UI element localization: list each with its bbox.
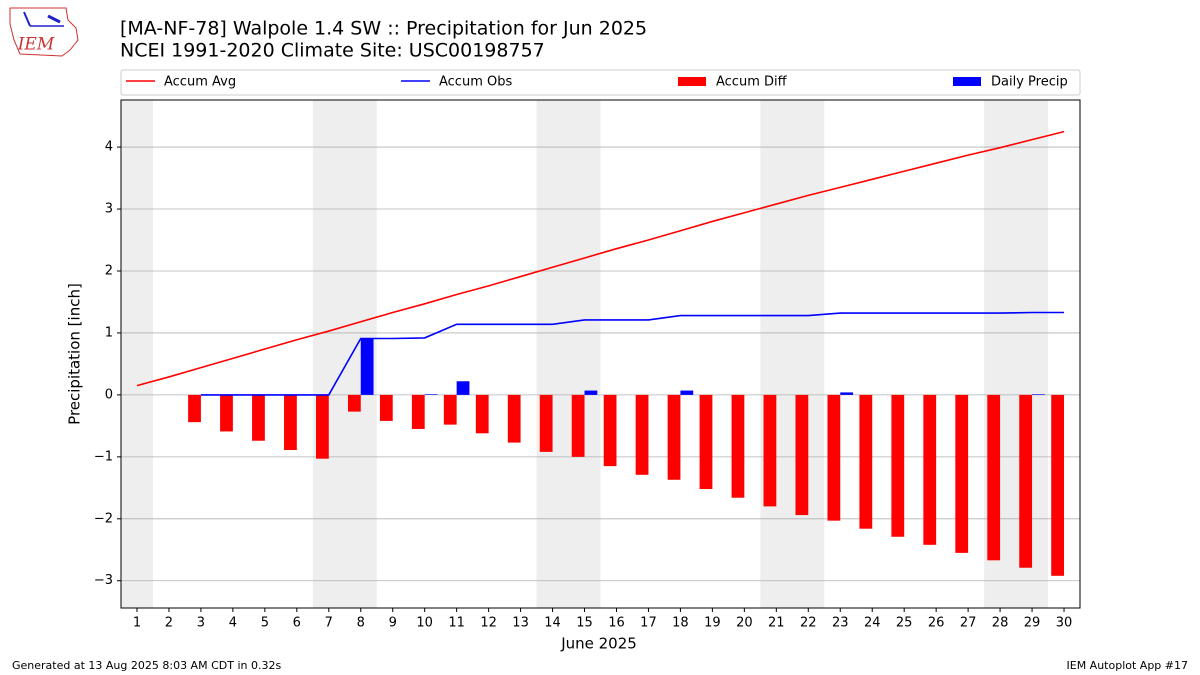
x-tick-label: 26 — [928, 616, 945, 631]
bar — [955, 394, 969, 553]
x-tick-label: 28 — [992, 616, 1009, 631]
weekend-shade — [536, 100, 601, 608]
x-tick-label: 4 — [229, 616, 237, 631]
footer-right: IEM Autoplot App #17 — [1067, 659, 1189, 672]
legend-box — [120, 69, 1081, 96]
x-tick-label: 12 — [480, 616, 497, 631]
y-tick-label: 0 — [105, 387, 113, 402]
bar — [827, 394, 841, 521]
x-tick-label: 23 — [832, 616, 849, 631]
y-tick-label: 1 — [105, 325, 113, 340]
bar — [571, 394, 585, 457]
bar — [188, 394, 201, 423]
legend-label: Daily Precip — [991, 75, 1068, 90]
y-tick-label: −2 — [94, 511, 113, 526]
x-tick-label: 22 — [800, 616, 817, 631]
logo-text: IEM — [17, 35, 55, 55]
x-tick-label: 17 — [640, 616, 657, 631]
x-tick-label: 1 — [133, 616, 141, 631]
x-tick-label: 24 — [864, 616, 881, 631]
x-tick-label: 3 — [197, 616, 205, 631]
bar — [220, 394, 233, 432]
legend-label: Accum Diff — [716, 75, 788, 90]
x-tick-label: 20 — [736, 616, 753, 631]
bar — [539, 394, 553, 452]
bar — [1051, 394, 1065, 576]
chart-subtitle: NCEI 1991-2020 Climate Site: USC00198757 — [120, 40, 545, 62]
plot-frame — [120, 99, 1081, 609]
x-tick-label: 15 — [576, 616, 593, 631]
y-axis-label: Precipitation [inch] — [66, 283, 84, 425]
bar — [731, 394, 745, 498]
line — [200, 311, 1065, 396]
bar — [360, 338, 374, 395]
y-tick-label: 4 — [105, 140, 113, 155]
y-tick-label: −3 — [94, 573, 113, 588]
bar — [699, 394, 713, 490]
bar — [923, 394, 937, 545]
bar — [443, 394, 457, 425]
y-tick-label: 3 — [105, 202, 113, 217]
x-tick-label: 5 — [261, 616, 269, 631]
legend-swatch — [953, 77, 981, 86]
x-tick-label: 8 — [357, 616, 365, 631]
x-tick-label: 11 — [448, 616, 465, 631]
x-tick-label: 19 — [704, 616, 721, 631]
bar — [763, 394, 777, 507]
weekend-shade — [760, 100, 825, 608]
logo: IEM — [9, 7, 79, 57]
x-tick-label: 2 — [165, 616, 173, 631]
legend-label: Accum Obs — [439, 75, 512, 90]
bar — [347, 394, 361, 412]
bar — [1032, 394, 1045, 395]
x-tick-label: 27 — [960, 616, 977, 631]
x-tick-label: 25 — [896, 616, 913, 631]
x-tick-label: 13 — [512, 616, 529, 631]
bar — [315, 394, 329, 459]
bar — [680, 390, 694, 395]
line — [136, 130, 1065, 387]
bar — [987, 394, 1001, 561]
x-tick-label: 9 — [389, 616, 397, 631]
bar — [411, 394, 425, 429]
x-tick-label: 7 — [325, 616, 333, 631]
bar — [840, 392, 854, 395]
bar — [584, 390, 598, 395]
bar — [252, 394, 265, 441]
y-tick-label: −1 — [94, 449, 113, 464]
legend-label: Accum Avg — [164, 75, 236, 90]
bar — [795, 394, 809, 516]
bar — [456, 381, 470, 395]
x-tick-label: 14 — [544, 616, 561, 631]
bar — [859, 394, 873, 529]
bar — [507, 394, 521, 443]
x-tick-label: 10 — [416, 616, 433, 631]
weekend-shade — [121, 100, 153, 608]
x-tick-label: 18 — [672, 616, 689, 631]
bar — [1019, 394, 1033, 568]
x-tick-label: 30 — [1056, 616, 1073, 631]
legend-swatch — [678, 77, 706, 86]
x-tick-label: 29 — [1024, 616, 1041, 631]
bar — [667, 394, 681, 480]
y-tick-label: 2 — [105, 263, 113, 278]
bar — [635, 394, 649, 475]
x-tick-label: 21 — [768, 616, 785, 631]
bar — [379, 394, 393, 421]
x-axis-label: June 2025 — [560, 635, 637, 653]
x-tick-label: 6 — [293, 616, 301, 631]
bar — [475, 394, 489, 434]
footer-left: Generated at 13 Aug 2025 8:03 AM CDT in … — [12, 659, 281, 672]
bar — [424, 394, 438, 395]
chart-title: [MA-NF-78] Walpole 1.4 SW :: Precipitati… — [120, 18, 647, 40]
bar — [891, 394, 905, 537]
x-tick-label: 16 — [608, 616, 625, 631]
bar — [603, 394, 617, 467]
bar — [284, 394, 297, 451]
